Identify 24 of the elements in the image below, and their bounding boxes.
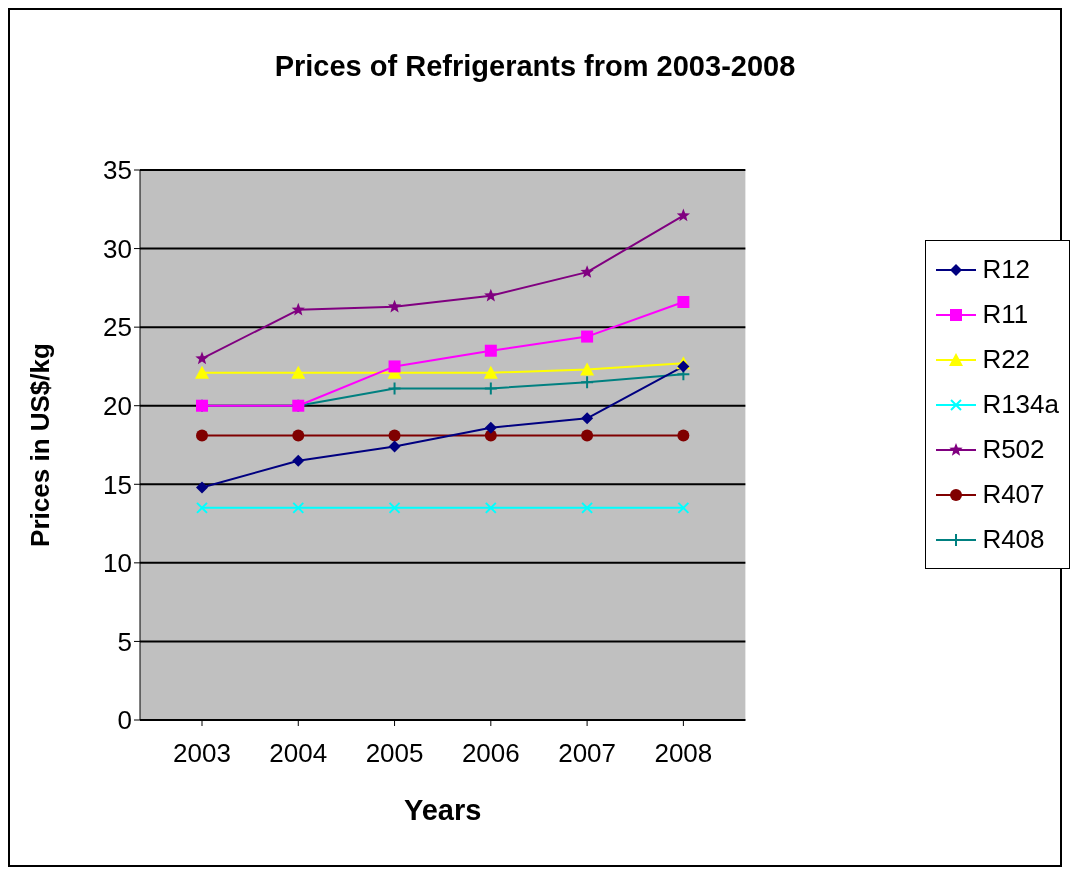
- legend-label: R407: [982, 479, 1045, 510]
- x-tick-label: 2003: [173, 738, 231, 769]
- x-tick-label: 2004: [269, 738, 328, 769]
- x-tick-label: 2006: [461, 738, 520, 769]
- y-axis-title: Prices in US$/kg: [25, 343, 56, 547]
- y-tick-label: 5: [117, 626, 132, 657]
- legend-label: R11: [982, 299, 1029, 330]
- x-tick-label: 2008: [654, 738, 713, 769]
- y-tick-label: 0: [117, 705, 132, 736]
- legend-label: R22: [982, 344, 1031, 375]
- legend-label: R12: [982, 254, 1031, 285]
- chart-title: Prices of Refrigerants from 2003-2008: [273, 50, 797, 83]
- legend-label: R134a: [982, 389, 1059, 420]
- x-axis-title: Years: [403, 794, 482, 826]
- x-tick-label: 2005: [365, 738, 424, 769]
- x-tick-label: 2007: [558, 738, 617, 769]
- y-tick-label: 20: [103, 390, 132, 421]
- legend-label: R408: [982, 524, 1045, 555]
- y-tick-label: 25: [103, 312, 132, 343]
- y-tick-label: 10: [103, 548, 132, 579]
- legend-label: R502: [982, 434, 1045, 465]
- y-tick-label: 15: [103, 469, 132, 500]
- y-tick-label: 35: [103, 155, 132, 186]
- y-tick-label: 30: [103, 233, 132, 264]
